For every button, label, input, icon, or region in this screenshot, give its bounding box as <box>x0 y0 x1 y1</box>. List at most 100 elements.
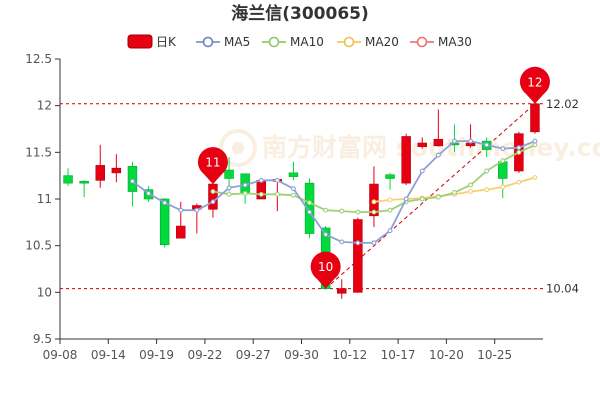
candle-body <box>111 167 122 174</box>
ma10-point <box>339 208 345 214</box>
ma5-point <box>258 177 264 183</box>
ma5-point <box>516 145 522 151</box>
ma5-point <box>307 209 312 215</box>
ma5-point <box>339 239 345 245</box>
legend-label-candle: 日K <box>156 35 177 49</box>
ma20-line <box>373 176 536 203</box>
pin-tail <box>316 278 335 289</box>
ma10-point <box>500 158 506 164</box>
watermark-logo-core <box>232 142 244 154</box>
ma10-point <box>258 191 264 197</box>
ma20-point <box>468 189 473 194</box>
ma5-point <box>484 142 490 148</box>
candle-body <box>208 183 218 210</box>
ma5-line <box>131 140 536 244</box>
x-tick-label: 09-08 <box>43 348 78 362</box>
ma5-point <box>532 138 538 144</box>
legend-ma20-marker <box>343 36 355 48</box>
ma5-point <box>387 228 393 234</box>
ma10-point <box>468 182 473 188</box>
pin-label: 11 <box>205 156 220 170</box>
x-tick-label: 10-20 <box>429 348 464 362</box>
ma10-point <box>274 191 280 197</box>
watermark-text: 南方财富网 southmoney.com <box>262 133 600 162</box>
pin-head <box>310 251 341 282</box>
ma5-point <box>435 152 441 158</box>
x-tick-label: 09-14 <box>91 348 126 362</box>
x-tick-label: 10-17 <box>381 348 416 362</box>
pin-tail <box>203 173 223 185</box>
y-tick-label: 10.5 <box>25 239 52 253</box>
trend-line <box>325 103 536 289</box>
candle-body <box>288 172 299 177</box>
ma5-point <box>403 196 409 202</box>
ma20-point <box>532 175 538 180</box>
ma5-point <box>178 207 184 213</box>
ma5-point <box>468 138 473 144</box>
ref-line-label: 10.04 <box>546 282 579 296</box>
annotation-pin: 11 <box>197 147 228 185</box>
candle-body <box>417 142 427 148</box>
annotation-pin: 12 <box>519 66 550 104</box>
ma10-point <box>226 191 232 197</box>
candle-body <box>498 161 508 179</box>
ma5-point <box>371 240 377 246</box>
ma5-point <box>500 146 506 152</box>
y-tick-label: 10 <box>37 285 52 299</box>
pin-tail <box>525 93 545 104</box>
ma10-point <box>484 168 490 174</box>
ma10-point <box>419 196 425 202</box>
pin-head <box>519 66 550 97</box>
legend-ma10-marker <box>268 36 280 48</box>
ma20-point <box>500 184 506 190</box>
legend-ma30-marker <box>416 36 428 48</box>
legend-candle-swatch <box>127 34 153 49</box>
ma10-point <box>291 192 296 198</box>
ma10-point <box>452 190 457 195</box>
ma5-point <box>274 177 280 183</box>
ma5-point <box>162 200 168 206</box>
ma5-point <box>130 178 135 184</box>
legend-item-ma30[interactable]: MA30 <box>410 35 472 49</box>
candle-body <box>401 136 411 184</box>
ma10-point <box>387 207 393 213</box>
candle-body <box>63 175 73 184</box>
ma5-point <box>419 168 425 174</box>
candle-body <box>176 225 186 239</box>
ma5-point <box>452 138 457 144</box>
y-tick-label: 12.5 <box>25 52 52 66</box>
ma20-point <box>516 179 522 185</box>
ma20-point <box>387 197 393 203</box>
ma20-point <box>484 187 490 193</box>
x-tick-label: 09-30 <box>284 348 319 362</box>
y-tick-label: 9.5 <box>33 332 52 346</box>
annotation-pin: 10 <box>310 251 341 289</box>
legend-item-ma10[interactable]: MA10 <box>262 35 324 49</box>
ma20-point <box>371 199 377 205</box>
ma10-point <box>242 190 248 196</box>
ma5-point <box>194 207 200 213</box>
ma10-point <box>307 200 312 206</box>
ref-line-label: 12.02 <box>546 97 579 111</box>
legend-item-ma5[interactable]: MA5 <box>196 35 250 49</box>
legend-label-ma30: MA30 <box>438 35 472 49</box>
chart-title: 海兰信(300065) <box>231 3 369 24</box>
ma5-point <box>355 240 361 246</box>
pin-label: 10 <box>318 260 333 274</box>
ma5-point <box>291 186 296 192</box>
ma5-point <box>226 185 232 191</box>
legend-item-candle[interactable]: 日K <box>127 34 177 49</box>
x-tick-label: 10-25 <box>477 348 512 362</box>
pin-label: 12 <box>527 75 542 89</box>
ma5-point <box>210 199 216 205</box>
x-tick-label: 09-19 <box>139 348 174 362</box>
candle-body <box>353 219 363 293</box>
ma10-point <box>371 209 377 215</box>
legend-ma5-marker <box>202 36 214 48</box>
legend-item-ma20[interactable]: MA20 <box>337 35 399 49</box>
ma10-point <box>516 149 522 155</box>
pin-head <box>197 147 228 178</box>
candle-body <box>304 182 315 234</box>
ma5-point <box>323 232 329 237</box>
